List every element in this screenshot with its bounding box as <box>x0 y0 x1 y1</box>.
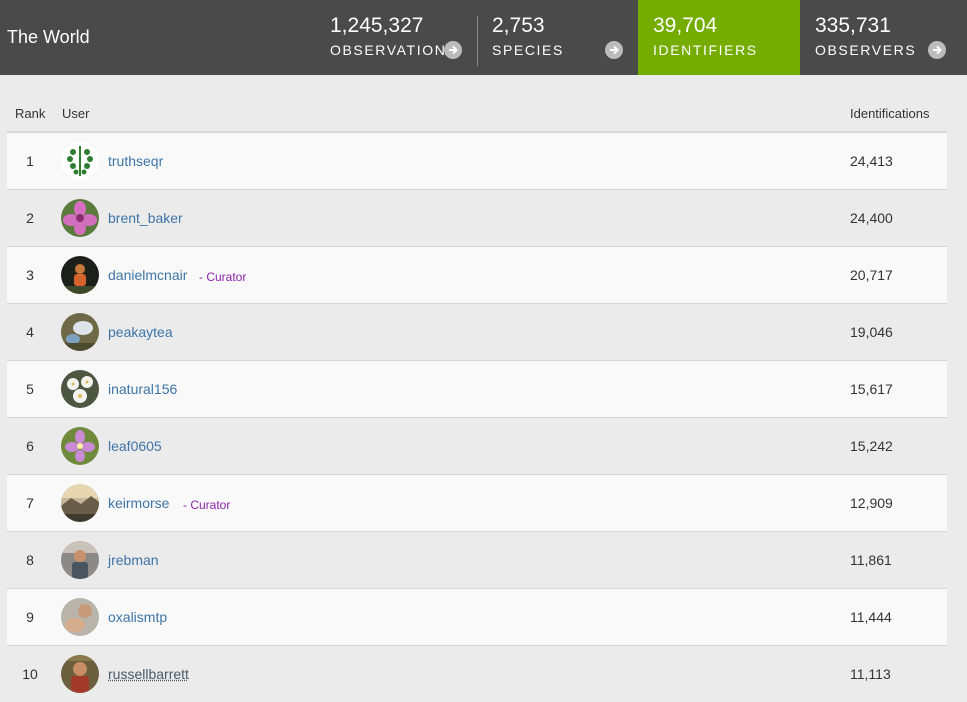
rank-cell: 6 <box>7 438 53 454</box>
stat-label: SPECIES <box>492 42 564 58</box>
rank-cell: 1 <box>7 153 53 169</box>
column-user: User <box>62 106 89 121</box>
user-link[interactable]: russellbarrett <box>108 666 189 682</box>
identifications-cell: 15,242 <box>850 438 893 454</box>
identifications-cell: 11,861 <box>850 552 892 568</box>
avatar[interactable] <box>61 142 99 180</box>
table-row: 2 brent_baker 24,400 <box>7 190 947 247</box>
rank-cell: 5 <box>7 381 53 397</box>
avatar[interactable] <box>61 313 99 351</box>
rank-cell: 7 <box>7 495 53 511</box>
user-link[interactable]: truthseqr <box>108 153 163 169</box>
identifications-cell: 15,617 <box>850 381 893 397</box>
avatar[interactable] <box>61 484 99 522</box>
table-row: 3 danielmcnair - Curator 20,717 <box>7 247 947 304</box>
table-row: 5 inatural156 15,617 <box>7 361 947 418</box>
stat-species[interactable]: 2,753 SPECIES <box>484 0 634 75</box>
column-rank: Rank <box>15 106 45 121</box>
rank-cell: 3 <box>7 267 53 283</box>
user-link[interactable]: inatural156 <box>108 381 177 397</box>
identifications-cell: 20,717 <box>850 267 893 283</box>
curator-badge: - Curator <box>199 270 246 284</box>
stat-label: IDENTIFIERS <box>653 42 758 58</box>
stat-observations[interactable]: 1,245,327 OBSERVATIONS <box>322 0 470 75</box>
stat-number: 1,245,327 <box>330 14 423 38</box>
curator-badge: - Curator <box>183 498 230 512</box>
user-link[interactable]: danielmcnair <box>108 267 187 283</box>
avatar[interactable] <box>61 199 99 237</box>
stat-divider <box>477 16 478 66</box>
table-row: 6 leaf0605 15,242 <box>7 418 947 475</box>
avatar[interactable] <box>61 655 99 693</box>
table-row: 10 russellbarrett 11,113 <box>7 646 947 702</box>
table-row: 4 peakaytea 19,046 <box>7 304 947 361</box>
rank-cell: 8 <box>7 552 53 568</box>
column-identifications: Identifications <box>850 106 930 121</box>
place-title: The World <box>7 27 90 48</box>
avatar[interactable] <box>61 541 99 579</box>
identifications-cell: 11,113 <box>850 666 891 682</box>
table-row: 7 keirmorse - Curator 12,909 <box>7 475 947 532</box>
user-link[interactable]: peakaytea <box>108 324 173 340</box>
stat-number: 2,753 <box>492 14 545 38</box>
stat-number: 39,704 <box>653 14 717 38</box>
avatar[interactable] <box>61 370 99 408</box>
identifications-cell: 24,413 <box>850 153 893 169</box>
stat-number: 335,731 <box>815 14 891 38</box>
identifications-cell: 19,046 <box>850 324 893 340</box>
stat-label: OBSERVATIONS <box>330 42 450 58</box>
user-link[interactable]: leaf0605 <box>108 438 162 454</box>
user-link[interactable]: keirmorse <box>108 495 169 511</box>
rank-cell: 4 <box>7 324 53 340</box>
avatar[interactable] <box>61 427 99 465</box>
stat-observers[interactable]: 335,731 OBSERVERS <box>807 0 967 75</box>
table-row: 8 jrebman 11,861 <box>7 532 947 589</box>
arrow-right-icon[interactable] <box>605 41 623 59</box>
avatar[interactable] <box>61 598 99 636</box>
identifications-cell: 24,400 <box>850 210 893 226</box>
arrow-right-icon[interactable] <box>444 41 462 59</box>
user-link[interactable]: oxalismtp <box>108 609 167 625</box>
table-row: 9 oxalismtp 11,444 <box>7 589 947 646</box>
identifiers-table: Rank User Identifications 1 truthseqr 24… <box>7 95 947 702</box>
stat-label: OBSERVERS <box>815 42 916 58</box>
rank-cell: 10 <box>7 666 53 682</box>
avatar[interactable] <box>61 256 99 294</box>
arrow-right-icon[interactable] <box>928 41 946 59</box>
rank-cell: 2 <box>7 210 53 226</box>
user-link[interactable]: brent_baker <box>108 210 183 226</box>
identifications-cell: 12,909 <box>850 495 893 511</box>
rank-cell: 9 <box>7 609 53 625</box>
table-row: 1 truthseqr 24,413 <box>7 133 947 190</box>
user-link[interactable]: jrebman <box>108 552 159 568</box>
identifications-cell: 11,444 <box>850 609 892 625</box>
table-header: Rank User Identifications <box>7 95 947 133</box>
stats-header: The World 1,245,327 OBSERVATIONS 2,753 S… <box>0 0 967 75</box>
stat-identifiers[interactable]: 39,704 IDENTIFIERS <box>638 0 800 75</box>
